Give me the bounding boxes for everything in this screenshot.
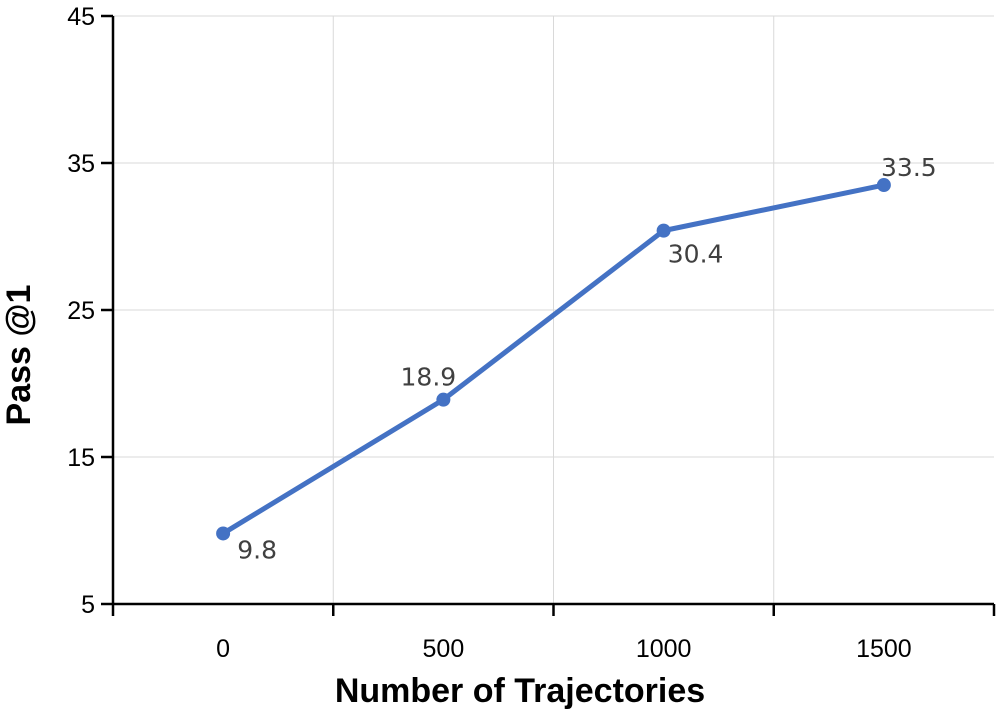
data-point: [876, 178, 891, 193]
data-labels: 9.8 18.9 30.4 33.5: [237, 153, 936, 564]
y-axis-title: Pass @1: [0, 285, 38, 426]
data-label: 18.9: [401, 363, 457, 392]
y-tick-labels: 5 15 25 35 45: [67, 3, 95, 619]
x-tick-label: 1500: [856, 635, 912, 663]
gridlines: [113, 15, 994, 604]
data-label: 33.5: [881, 153, 937, 182]
axes: [101, 14, 996, 616]
x-tick-label: 1000: [636, 635, 692, 663]
y-tick-label: 15: [67, 444, 95, 472]
series-line: [220, 182, 887, 536]
x-tick-labels: 0 500 1000 1500: [216, 635, 912, 663]
data-point: [436, 392, 451, 407]
x-tick-label: 0: [216, 635, 230, 663]
data-point: [656, 223, 671, 238]
y-tick-label: 25: [67, 297, 95, 325]
series-group: [216, 178, 891, 541]
data-point: [216, 526, 231, 541]
y-tick-label: 45: [67, 3, 95, 31]
x-tick-label: 500: [423, 635, 465, 663]
x-axis-title: Number of Trajectories: [335, 672, 705, 710]
data-label: 30.4: [668, 240, 724, 269]
y-tick-label: 35: [67, 150, 95, 178]
y-tick-label: 5: [81, 591, 95, 619]
data-label: 9.8: [237, 535, 277, 564]
